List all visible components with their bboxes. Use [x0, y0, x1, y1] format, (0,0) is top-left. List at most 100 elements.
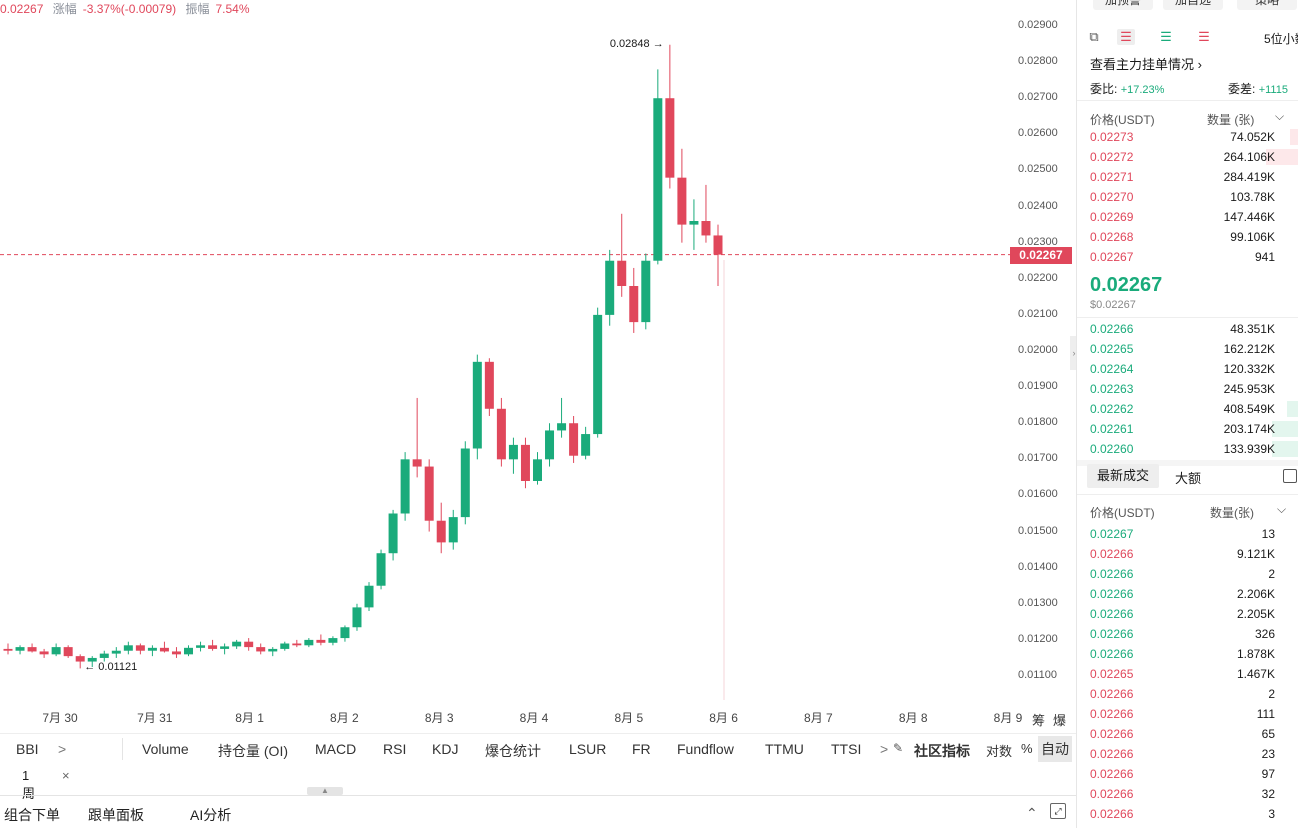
row-qty: 48.351K: [1230, 322, 1275, 336]
list-item[interactable]: 0.02266 2.205K: [1077, 604, 1298, 624]
candle: [376, 549, 386, 590]
row-qty: 9.121K: [1236, 547, 1275, 561]
period-close-icon[interactable]: ×: [62, 768, 70, 783]
list-item[interactable]: 0.02268 99.106K: [1077, 227, 1298, 247]
percent-scale-toggle[interactable]: %: [1021, 741, 1033, 756]
list-item[interactable]: 0.02270 103.78K: [1077, 187, 1298, 207]
edit-icon[interactable]: ✎: [893, 741, 904, 755]
tab-copy-trading[interactable]: 跟单面板: [88, 807, 144, 823]
tab-volume[interactable]: Volume: [142, 741, 189, 757]
collapse-up-icon[interactable]: ⌃: [1026, 805, 1038, 821]
tab-fr[interactable]: FR: [632, 741, 651, 757]
list-item[interactable]: 0.02265 162.212K: [1077, 339, 1298, 359]
add-watchlist-button[interactable]: 加自选: [1163, 0, 1223, 10]
row-qty: 97: [1261, 767, 1275, 781]
panel-collapse-handle[interactable]: ›: [1070, 336, 1078, 370]
list-item[interactable]: 0.02262 408.549K: [1077, 399, 1298, 419]
tab-latest-trades[interactable]: 最新成交: [1087, 464, 1159, 488]
tab-liquidation-stats[interactable]: 爆仓统计: [485, 743, 541, 759]
tab-ttmu[interactable]: TTMU: [765, 741, 804, 757]
list-item[interactable]: 0.02273 74.052K: [1077, 127, 1298, 147]
list-item[interactable]: 0.02266 65: [1077, 724, 1298, 744]
bbi-expand-arrow-icon[interactable]: >: [58, 741, 67, 757]
list-item[interactable]: 0.02269 147.446K: [1077, 207, 1298, 227]
list-item[interactable]: 0.02266 2: [1077, 684, 1298, 704]
list-item[interactable]: 0.02266 1.878K: [1077, 644, 1298, 664]
candle: [171, 647, 181, 658]
period-label[interactable]: 1周: [22, 768, 36, 801]
chevron-down-icon[interactable]: ⌵: [1275, 109, 1285, 123]
candle: [352, 603, 362, 631]
candle-body: [184, 647, 194, 655]
orderbook-bids-icon[interactable]: ☰: [1160, 29, 1172, 44]
add-alert-button[interactable]: 加预警: [1093, 0, 1153, 10]
divider: [1077, 460, 1298, 466]
expand-icon[interactable]: ⤢: [1050, 803, 1066, 819]
list-item[interactable]: 0.02263 245.953K: [1077, 379, 1298, 399]
list-item[interactable]: 0.02266 9.121K: [1077, 544, 1298, 564]
precision-select[interactable]: 5位小数: [1264, 32, 1298, 46]
list-item[interactable]: 0.02266 23: [1077, 744, 1298, 764]
community-indicators-button[interactable]: 社区指标: [914, 743, 970, 759]
tab-lsur[interactable]: LSUR: [569, 741, 607, 757]
diff-label: 委差:: [1228, 82, 1256, 96]
list-item[interactable]: 0.02260 133.939K: [1077, 439, 1298, 459]
orderbook-both-icon[interactable]: ☰: [1117, 29, 1135, 45]
candle-body: [196, 645, 206, 648]
high-price-marker: 0.02848 →: [610, 38, 664, 50]
list-item[interactable]: 0.02271 284.419K: [1077, 167, 1298, 187]
list-item[interactable]: 0.02266 2.206K: [1077, 584, 1298, 604]
candle: [569, 416, 579, 463]
tab-kdj[interactable]: KDJ: [432, 741, 459, 757]
tab-open-interest[interactable]: 持仓量 (OI): [218, 743, 288, 759]
tab-combo-order[interactable]: 组合下单: [4, 807, 60, 823]
tab-fundflow[interactable]: Fundflow: [677, 741, 734, 757]
candlestick-chart[interactable]: [0, 0, 1076, 735]
price-header: 0.02267 涨幅 -3.37%(-0.00079) 振幅 7.54%: [0, 0, 256, 16]
axis-tools[interactable]: 筹爆: [1032, 710, 1074, 729]
list-item[interactable]: 0.02265 1.467K: [1077, 664, 1298, 684]
panel-resize-handle[interactable]: ▲: [307, 787, 343, 795]
list-item[interactable]: 0.02266 48.351K: [1077, 319, 1298, 339]
trades-col-header-qty[interactable]: 数量(张): [1210, 506, 1254, 520]
row-price: 0.02271: [1090, 170, 1134, 184]
tab-large-trades[interactable]: 大额: [1175, 471, 1202, 486]
list-item[interactable]: 0.02266 2: [1077, 564, 1298, 584]
strategy-button[interactable]: 策略: [1237, 0, 1297, 10]
chevron-down-icon[interactable]: ⌵: [1277, 502, 1287, 516]
candle-body: [605, 260, 615, 315]
orderbook-asks-icon[interactable]: ☰: [1198, 29, 1210, 44]
y-tick-label: 0.02500: [1018, 163, 1058, 176]
list-item[interactable]: 0.02272 264.106K: [1077, 147, 1298, 167]
row-price: 0.02266: [1090, 567, 1134, 581]
list-item[interactable]: 0.02267 941: [1077, 247, 1298, 267]
more-indicators-arrow-icon[interactable]: >: [880, 741, 889, 757]
candle: [304, 638, 314, 648]
tab-macd[interactable]: MACD: [315, 741, 357, 757]
large-trades-checkbox[interactable]: [1283, 469, 1297, 483]
liquidation-tool-button[interactable]: 爆: [1053, 713, 1075, 728]
list-item[interactable]: 0.02266 32: [1077, 784, 1298, 804]
list-item[interactable]: 0.02264 120.332K: [1077, 359, 1298, 379]
candle: [232, 639, 242, 649]
tab-ttsi[interactable]: TTSI: [831, 741, 862, 757]
list-item[interactable]: 0.02266 326: [1077, 624, 1298, 644]
list-item[interactable]: 0.02266 97: [1077, 764, 1298, 784]
kline-chart[interactable]: 0.02267 涨幅 -3.37%(-0.00079) 振幅 7.54% 0.029…: [0, 0, 1078, 735]
list-item[interactable]: 0.02261 203.174K: [1077, 419, 1298, 439]
candle-body: [27, 647, 37, 652]
list-item[interactable]: 0.02266 3: [1077, 804, 1298, 824]
list-item[interactable]: 0.02266 111: [1077, 704, 1298, 724]
divider: [1077, 494, 1298, 495]
row-qty: 264.106K: [1223, 150, 1275, 164]
list-item[interactable]: 0.02267 13: [1077, 524, 1298, 544]
tab-rsi[interactable]: RSI: [383, 741, 407, 757]
log-scale-toggle[interactable]: 对数: [986, 744, 1013, 759]
popout-icon[interactable]: ⧉: [1089, 29, 1099, 44]
tab-bbi[interactable]: BBI: [16, 741, 39, 757]
tab-ai-analysis[interactable]: AI分析: [190, 807, 232, 823]
auto-scale-toggle[interactable]: 自动: [1038, 736, 1072, 762]
chips-tool-button[interactable]: 筹: [1032, 713, 1054, 728]
col-header-qty[interactable]: 数量 (张): [1207, 113, 1255, 127]
depth-link[interactable]: 查看主力挂单情况 ›: [1090, 54, 1202, 73]
